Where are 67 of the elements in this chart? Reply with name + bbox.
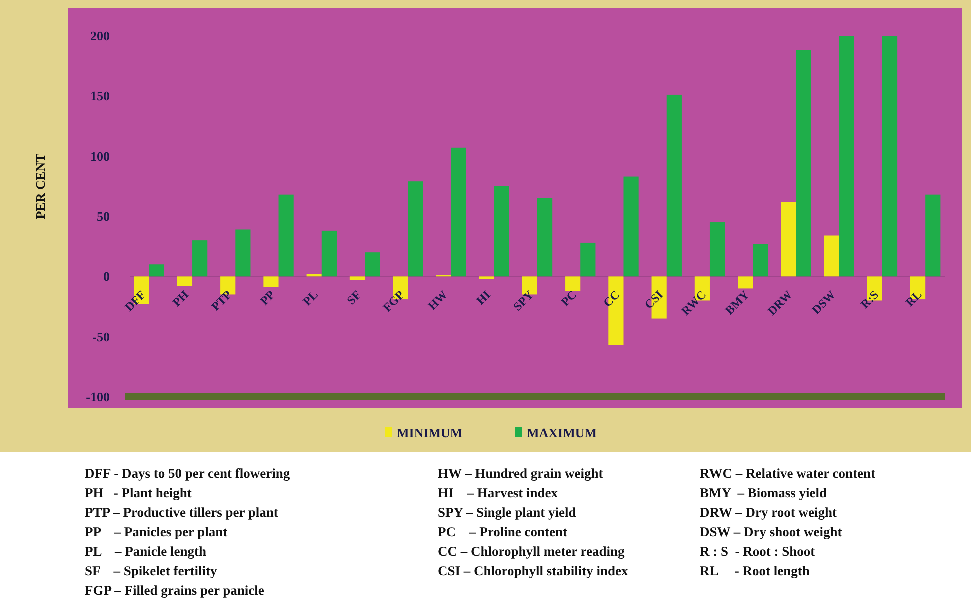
x-tick-label: CC — [600, 288, 623, 310]
bar — [451, 148, 466, 277]
text: CSI – Chlorophyll stability index — [438, 564, 629, 578]
x-tick-label: PL — [300, 288, 321, 309]
text: PTP – Productive tillers per plant — [85, 505, 279, 520]
x-tick-label: R:S — [858, 288, 882, 312]
text: FGP – Filled grains per panicle — [85, 583, 264, 598]
text: SF – Spikelet fertility — [85, 564, 218, 578]
text: BMY – Biomass yield — [700, 486, 828, 500]
x-tick-label: PH — [170, 287, 192, 310]
text: SPY – Single plant yield — [438, 505, 577, 520]
bar — [624, 176, 639, 277]
legend-label: MAXIMUM — [527, 426, 598, 441]
bar — [824, 236, 840, 277]
y-tick-label: 200 — [90, 28, 110, 44]
x-tick-label: SF — [344, 288, 364, 308]
bar — [710, 222, 726, 277]
bar — [494, 186, 510, 277]
bar — [350, 276, 366, 280]
bar — [149, 264, 164, 277]
bar — [566, 276, 581, 292]
x-tick-label: HI — [474, 288, 494, 308]
bar — [796, 50, 812, 277]
bar — [580, 242, 596, 277]
bar — [781, 202, 796, 277]
text: DFF - Days to 50 per cent flowering — [85, 466, 290, 481]
bar — [479, 276, 494, 280]
bar — [666, 94, 682, 277]
bar — [264, 276, 279, 288]
bar — [236, 230, 251, 277]
x-tick-label: RL — [902, 288, 925, 310]
x-tick-label: HW — [425, 288, 450, 313]
y-tick-label: 0 — [104, 269, 110, 284]
text: CC – Chlorophyll meter reading — [438, 544, 625, 559]
y-tick-label: 50 — [97, 209, 110, 224]
bar — [365, 252, 380, 277]
bar — [538, 198, 553, 277]
y-tick-label: -50 — [92, 329, 110, 344]
text: HW – Hundred grain weight — [438, 466, 604, 481]
bar — [738, 276, 754, 289]
text: R : S - Root : Shoot — [700, 544, 816, 559]
y-axis-title: PER CENT — [33, 153, 48, 220]
legend-label: MINIMUM — [397, 426, 463, 441]
bar — [753, 244, 768, 277]
text: PH - Plant height — [85, 486, 192, 500]
text: RWC – Relative water content — [700, 466, 876, 481]
bar — [192, 240, 208, 277]
text: DRW – Dry root weight — [700, 505, 838, 520]
bar — [882, 36, 898, 277]
text: RL - Root length — [700, 564, 810, 578]
text: PC – Proline content — [438, 524, 568, 540]
text: PL – Panicle length — [85, 544, 207, 559]
bar — [322, 230, 337, 277]
text: HI – Harvest index — [438, 486, 558, 500]
text: PP – Panicles per plant — [85, 524, 228, 540]
bar — [278, 194, 294, 277]
bar — [839, 36, 854, 277]
y-tick-label: -100 — [86, 390, 110, 405]
bar — [408, 182, 424, 277]
y-tick-label: 150 — [90, 88, 110, 104]
x-tick-label: PP — [258, 288, 278, 308]
y-tick-label: 100 — [90, 148, 110, 164]
x-tick-label: CSI — [642, 288, 666, 312]
bar — [926, 194, 941, 277]
text: DSW – Dry shoot weight — [700, 524, 843, 540]
bar — [177, 276, 193, 286]
x-tick-label: PC — [558, 288, 580, 310]
